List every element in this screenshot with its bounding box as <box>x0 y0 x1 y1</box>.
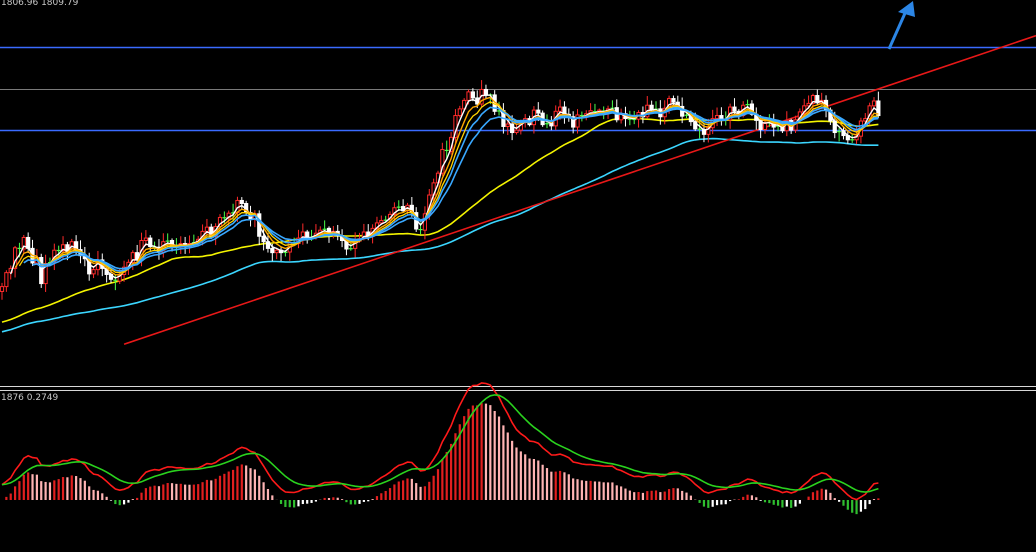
candle-body <box>4 272 9 288</box>
candle-body <box>732 106 737 112</box>
candle-body <box>514 129 519 134</box>
slow-ma-yellow-line <box>1 116 879 323</box>
macd-line <box>1 382 879 501</box>
candle-body <box>270 247 275 254</box>
arrow-head <box>898 1 915 17</box>
slow-ma-cyan-line <box>1 137 879 333</box>
ma-fast-white-line <box>10 94 879 279</box>
ma-fast-orange-line <box>14 96 879 276</box>
candle-body <box>457 108 462 117</box>
candle-body <box>470 91 475 99</box>
ma-fast-blue-line-2 <box>32 108 879 270</box>
candle-body <box>91 269 96 275</box>
trendline-layer <box>123 34 1036 345</box>
candle-body <box>505 123 510 127</box>
candle-body <box>440 149 445 174</box>
candle-body <box>130 252 135 263</box>
candle-body <box>649 104 654 110</box>
macd-histogram <box>5 403 880 515</box>
candle-body <box>719 115 724 120</box>
candle-body <box>762 122 768 130</box>
candle-body <box>60 244 66 252</box>
slow-moving-averages <box>1 116 879 333</box>
candle-body <box>571 116 576 128</box>
candle-body <box>714 115 720 120</box>
candle-body <box>832 120 837 134</box>
candle-body <box>671 98 676 103</box>
candle-body <box>810 95 816 104</box>
candle-body <box>261 235 266 243</box>
candle-body <box>575 114 580 128</box>
signal-line <box>1 394 879 493</box>
candle-body <box>148 237 153 248</box>
candle-body <box>871 100 877 107</box>
candle-body <box>693 121 698 130</box>
price-panel-readout: 1806.96 1809.79 <box>1 0 79 8</box>
candle-body <box>204 226 210 232</box>
fast-moving-averages <box>10 94 879 279</box>
candle-body <box>557 106 563 112</box>
candle-body <box>510 123 515 134</box>
candle-body <box>274 249 279 254</box>
candle-body <box>239 199 244 205</box>
candle-body <box>536 109 541 114</box>
arrow-layer <box>887 1 915 50</box>
candle-body <box>143 237 148 242</box>
macd-panel-readout: 1876 0.2749 <box>1 393 59 403</box>
candle-body <box>0 286 5 292</box>
arrow-shaft <box>887 10 908 50</box>
candle-body <box>379 219 384 224</box>
candle-body <box>21 236 26 250</box>
support-trendline <box>123 34 1036 345</box>
candle-body <box>483 88 489 96</box>
candle-body <box>758 119 763 130</box>
candle-body <box>466 91 471 101</box>
candle-body <box>706 127 711 135</box>
macd-lines <box>1 382 879 501</box>
